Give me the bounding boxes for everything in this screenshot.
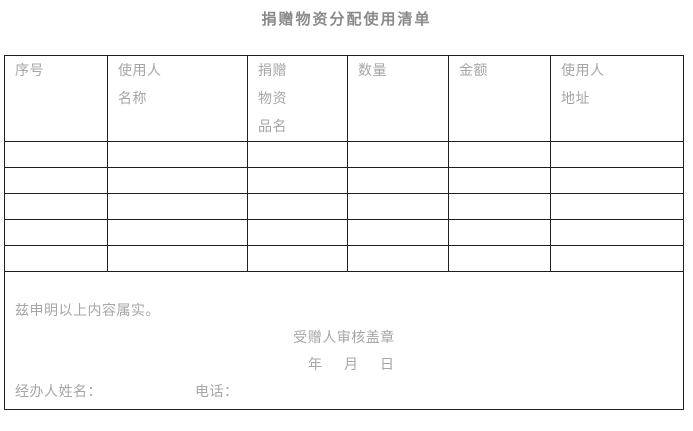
phone-label: 电话： (195, 383, 239, 399)
empty-cell (347, 245, 449, 272)
empty-cell (448, 141, 551, 168)
empty-cell (550, 141, 684, 168)
empty-cell (107, 219, 248, 246)
col-header-label: 使用人 (118, 62, 162, 78)
col-header-label: 数量 (358, 62, 387, 78)
empty-cell (448, 193, 551, 220)
footer-row: 兹申明以上内容属实。 受赠人审核盖章 年 月 日 经办人姓名： 电话： (4, 271, 684, 410)
handler-line: 经办人姓名： 电话： (5, 378, 683, 405)
empty-cell (107, 141, 248, 168)
recipient-seal-text: 受赠人审核盖章 (293, 329, 395, 345)
table-row (4, 193, 684, 220)
table-row (4, 141, 684, 168)
col-header-label: 品名 (258, 118, 287, 134)
empty-cell (347, 141, 449, 168)
col-header-serial-number: 序号 (4, 55, 108, 142)
empty-cell (4, 219, 108, 246)
table-row (4, 167, 684, 194)
empty-cell (448, 167, 551, 194)
date-line-text: 年 月 日 (308, 356, 398, 372)
empty-cell (448, 219, 551, 246)
form-title: 捐赠物资分配使用清单 (261, 11, 432, 28)
empty-cell (550, 167, 684, 194)
footer-cell: 兹申明以上内容属实。 受赠人审核盖章 年 月 日 经办人姓名： 电话： (4, 271, 684, 410)
empty-cell (347, 193, 449, 220)
declaration-text: 兹申明以上内容属实。 (15, 302, 160, 318)
col-header-amount: 金额 (448, 55, 551, 142)
empty-cell (247, 193, 348, 220)
empty-cell (4, 167, 108, 194)
form-page: 捐赠物资分配使用清单 序号 使用人 名称 捐赠 物资 (0, 8, 693, 431)
col-header-user-address: 使用人 地址 (550, 55, 684, 142)
col-header-label: 物资 (258, 90, 287, 106)
col-header-label: 名称 (118, 90, 147, 106)
empty-cell (4, 141, 108, 168)
handler-name-label: 经办人姓名： (15, 383, 102, 399)
empty-cell (347, 167, 449, 194)
empty-cell (107, 245, 248, 272)
col-header-label: 使用人 (561, 62, 605, 78)
empty-cell (4, 193, 108, 220)
empty-cell (550, 193, 684, 220)
col-header-user-name: 使用人 名称 (107, 55, 248, 142)
col-header-donated-item-name: 捐赠 物资 品名 (247, 55, 348, 142)
empty-cell (247, 167, 348, 194)
empty-cell (247, 219, 348, 246)
table-body (4, 141, 684, 272)
col-header-label: 金额 (459, 62, 488, 78)
empty-cell (107, 167, 248, 194)
col-header-quantity: 数量 (347, 55, 449, 142)
empty-cell (247, 141, 348, 168)
col-header-label: 捐赠 (258, 62, 287, 78)
allocation-table: 序号 使用人 名称 捐赠 物资 品名 数量 金额 使用人 (4, 55, 684, 410)
empty-cell (448, 245, 551, 272)
empty-cell (107, 193, 248, 220)
header-row: 序号 使用人 名称 捐赠 物资 品名 数量 金额 使用人 (4, 55, 684, 142)
col-header-label: 地址 (561, 90, 590, 106)
empty-cell (247, 245, 348, 272)
empty-cell (550, 245, 684, 272)
col-header-label: 序号 (15, 62, 44, 78)
table-row (4, 219, 684, 246)
table-header: 序号 使用人 名称 捐赠 物资 品名 数量 金额 使用人 (4, 55, 684, 142)
table-footer: 兹申明以上内容属实。 受赠人审核盖章 年 月 日 经办人姓名： 电话： (4, 271, 684, 410)
empty-cell (550, 219, 684, 246)
table-row (4, 245, 684, 272)
empty-cell (347, 219, 449, 246)
empty-cell (4, 245, 108, 272)
